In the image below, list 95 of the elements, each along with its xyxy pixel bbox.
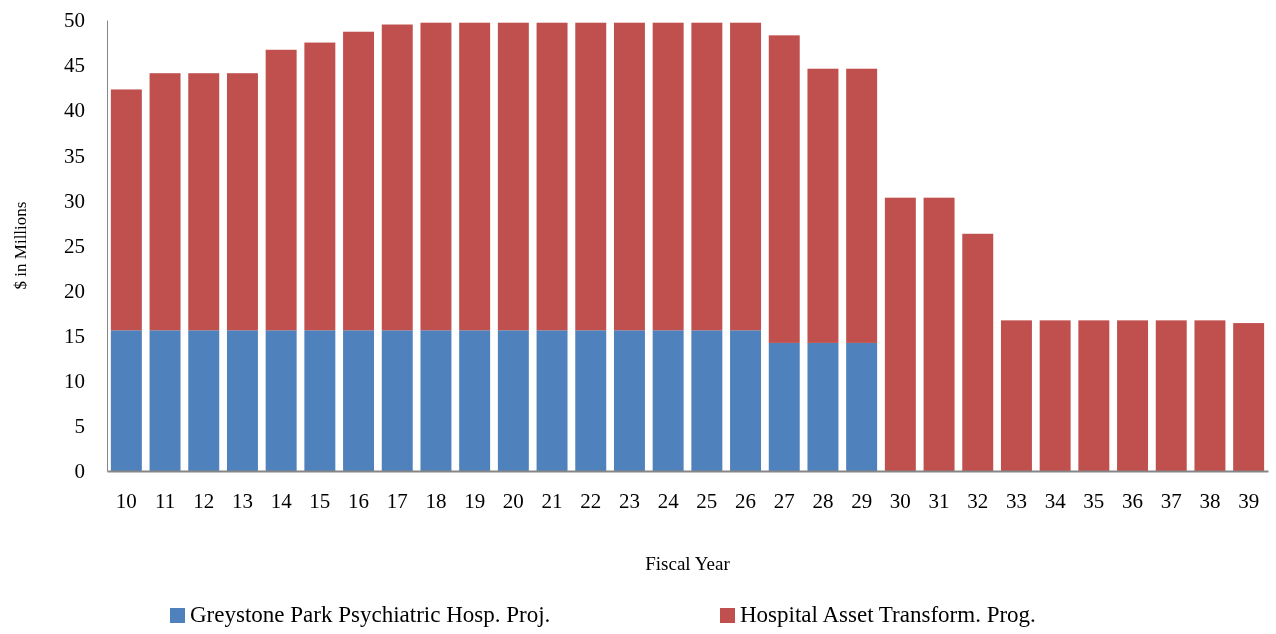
bar xyxy=(226,73,258,331)
x-tick-label: 38 xyxy=(1199,488,1221,513)
x-tick-label: 30 xyxy=(889,488,911,513)
y-tick-label: 25 xyxy=(64,233,85,258)
y-tick-label: 15 xyxy=(64,323,85,348)
x-tick-label: 14 xyxy=(270,488,293,513)
bar xyxy=(188,330,220,471)
x-tick-label: 32 xyxy=(967,488,989,513)
x-tick-label: 28 xyxy=(812,488,834,513)
y-axis-title: $ in Millions xyxy=(11,201,30,290)
x-tick-label: 17 xyxy=(386,488,408,513)
x-tick-label: 34 xyxy=(1044,488,1067,513)
bar xyxy=(226,330,258,471)
bar xyxy=(730,330,762,471)
x-tick-label: 24 xyxy=(657,488,680,513)
bar xyxy=(497,330,529,471)
bar xyxy=(343,330,375,471)
bar xyxy=(420,22,452,331)
bar xyxy=(381,24,413,331)
y-tick-label: 40 xyxy=(64,98,85,123)
bar xyxy=(188,73,220,331)
bar xyxy=(497,22,529,331)
x-tick-label: 23 xyxy=(618,488,640,513)
legend-label: Hospital Asset Transform. Prog. xyxy=(740,602,1036,627)
bar xyxy=(536,330,568,471)
x-tick-label: 36 xyxy=(1122,488,1144,513)
x-tick-label: 20 xyxy=(502,488,524,513)
y-tick-label: 10 xyxy=(64,369,85,394)
x-tick-label: 33 xyxy=(1005,488,1027,513)
bar xyxy=(265,49,297,331)
bar xyxy=(846,342,878,471)
x-tick-label: 39 xyxy=(1238,488,1260,513)
x-tick-label: 18 xyxy=(425,488,447,513)
bar xyxy=(304,330,336,471)
bar xyxy=(110,89,142,331)
bar xyxy=(343,31,375,331)
x-tick-label: 16 xyxy=(348,488,370,513)
bar xyxy=(730,22,762,331)
bar xyxy=(1117,320,1149,471)
x-tick-label: 19 xyxy=(464,488,486,513)
x-tick-label: 13 xyxy=(231,488,253,513)
x-tick-label: 25 xyxy=(696,488,718,513)
legend-label: Greystone Park Psychiatric Hosp. Proj. xyxy=(190,602,551,627)
bar xyxy=(575,22,607,331)
x-tick-label: 12 xyxy=(193,488,215,513)
y-tick-label: 45 xyxy=(64,53,85,78)
bar xyxy=(1039,320,1071,471)
x-tick-label: 31 xyxy=(928,488,950,513)
x-tick-label: 37 xyxy=(1160,488,1182,513)
bar xyxy=(768,342,800,471)
bar xyxy=(807,68,839,343)
x-tick-label: 10 xyxy=(115,488,137,513)
bar xyxy=(962,233,994,471)
bar xyxy=(613,22,645,331)
bar xyxy=(1194,320,1226,471)
y-tick-label: 20 xyxy=(64,278,85,303)
bar xyxy=(149,73,181,331)
bar xyxy=(1155,320,1187,471)
bar xyxy=(459,330,491,471)
bar xyxy=(1233,323,1265,471)
x-tick-label: 11 xyxy=(154,488,176,513)
bar xyxy=(846,68,878,343)
bar xyxy=(381,330,413,471)
bar xyxy=(923,197,955,471)
x-tick-label: 21 xyxy=(541,488,563,513)
x-tick-label: 26 xyxy=(735,488,757,513)
bar xyxy=(613,330,645,471)
bar xyxy=(110,330,142,471)
bar xyxy=(304,42,336,331)
y-tick-label: 0 xyxy=(74,459,85,484)
y-tick-label: 50 xyxy=(64,8,85,33)
bar xyxy=(1000,320,1032,471)
bar xyxy=(1078,320,1110,471)
bar xyxy=(265,330,297,471)
x-tick-label: 15 xyxy=(309,488,331,513)
bar xyxy=(652,330,684,471)
bar xyxy=(807,342,839,471)
x-axis-title: Fiscal Year xyxy=(645,553,731,574)
bar xyxy=(420,330,452,471)
bar xyxy=(884,197,916,471)
bar xyxy=(575,330,607,471)
bar xyxy=(652,22,684,331)
y-tick-label: 5 xyxy=(74,414,85,439)
x-tick-label: 27 xyxy=(773,488,795,513)
x-tick-label: 35 xyxy=(1083,488,1105,513)
bar xyxy=(768,35,800,343)
x-tick-label: 29 xyxy=(851,488,873,513)
bar xyxy=(459,22,491,331)
bar xyxy=(691,22,723,331)
bar xyxy=(536,22,568,331)
x-tick-label: 22 xyxy=(580,488,602,513)
y-tick-label: 30 xyxy=(64,188,85,213)
bar xyxy=(149,330,181,471)
y-tick-label: 35 xyxy=(64,143,85,168)
bar xyxy=(691,330,723,471)
